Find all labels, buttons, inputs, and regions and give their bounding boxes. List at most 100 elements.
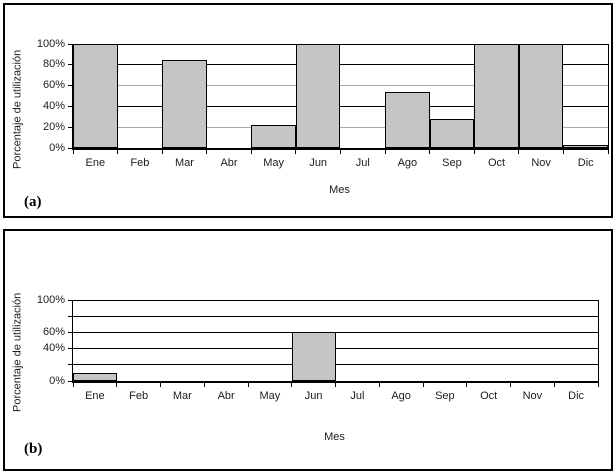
month-label-abr: Abr [220,157,238,169]
chart-panel-a: Porcentaje de utilización 0% 20% 40% 60% 80%… [3,3,613,218]
y-axis-tick [68,64,72,66]
x-axis-tick [116,383,118,387]
gridline-80 [73,64,608,66]
x-axis-tick [203,383,205,387]
y-axis-tick [68,147,72,149]
bar-nov [518,44,564,148]
month-label-ene: Ene [85,390,105,402]
ytick-label: 60% [42,325,65,338]
gridline-20 [73,126,608,128]
chart-panel-b: Porcentaje de utilización 0% 40% 60% 100% En… [3,229,613,471]
bar-jun [295,44,341,148]
plot-area-b: 0% 40% 60% 100% Ene Feb Mar Abr May Jun Jul Ago Sep O… [37,294,599,402]
plot-area-a: 0% 20% 40% 60% 80% 100% Ene Feb Mar Abr May Jun Jul A… [37,38,609,169]
y-axis-tick [68,380,72,382]
x-axis-tick [250,150,252,154]
y-axis-tick [68,126,72,128]
y-axis-tick [68,85,72,87]
month-label-may: May [263,157,284,169]
x-axis-title: Mes [324,431,345,443]
month-label-sep: Sep [442,157,462,169]
x-axis-tick [247,383,249,387]
month-label-jun: Jun [309,157,328,169]
month-label-jul: Jul [350,390,365,402]
y-axis-tick [68,43,72,45]
month-label-mar: Mar [174,157,194,169]
month-label-oct: Oct [480,390,498,402]
y-axis-tick [68,315,72,317]
ytick-label: 20% [42,120,65,133]
month-label-sep: Sep [435,390,455,402]
x-axis-tick [117,150,119,154]
month-label-ago: Ago [391,390,411,402]
x-axis-tick [553,383,555,387]
bar-ene [73,372,117,381]
x-axis-tick [384,150,386,154]
gridline-100 [73,299,598,301]
month-label-jul: Jul [355,157,370,169]
y-axis-tick [68,299,72,301]
ytick-label: 60% [42,79,65,92]
month-label-dic: Dic [577,157,594,169]
gridline-40 [73,105,608,107]
y-axis-tick [68,364,72,366]
month-label-dic: Dic [568,390,585,402]
x-axis-tick [473,150,475,154]
x-axis-tick [562,150,564,154]
gridline-80 [73,315,598,317]
x-axis-tick [161,150,163,154]
month-label-oct: Oct [487,157,506,169]
y-axis-tick [68,348,72,350]
x-axis-tick [295,150,297,154]
x-axis-tick [510,383,511,387]
ytick-label: 100% [36,293,65,306]
x-axis-tick [607,150,609,154]
x-axis-tick [206,150,208,154]
x-axis-tick [518,150,520,154]
month-label-nov: Nov [522,390,543,402]
month-label-nov: Nov [531,157,551,169]
bar-may [251,125,296,148]
x-axis-tick [422,383,424,387]
x-axis-tick [466,383,468,387]
x-axis-tick [72,150,74,154]
bar-mar [162,59,207,148]
ytick-label: 0% [49,141,65,154]
bar-jun [291,332,336,381]
x-axis-tick [160,383,161,387]
bar-sep [429,118,475,148]
x-axis-tick [335,383,336,387]
gridline-40 [73,348,598,350]
x-axis-tick [429,150,431,154]
month-label-may: May [259,390,281,402]
month-label-abr: Abr [217,390,235,402]
y-axis-tick [68,105,72,107]
panel-label-a: (a) [24,194,42,210]
ytick-label: 40% [42,342,65,355]
gridline-100 [73,43,608,45]
ytick-label: 0% [49,374,65,387]
month-label-feb: Feb [129,390,149,402]
x-axis-title: Mes [329,184,350,196]
bar-ago [385,91,430,148]
bar-dic [563,145,608,148]
y-axis-tick [68,331,72,333]
month-label-jun: Jun [304,390,323,402]
bar-oct [474,44,519,148]
ytick-label: 100% [36,37,65,50]
gridline-60 [73,331,598,333]
x-axis-tick [597,383,599,387]
bar-ene [73,44,118,148]
ytick-label: 40% [42,99,65,112]
panel-label-b: (b) [24,441,43,457]
x-axis-tick [378,383,380,387]
month-label-feb: Feb [130,157,150,169]
month-label-ene: Ene [85,157,106,169]
x-axis-tick [340,150,341,154]
gridline-60 [73,85,608,87]
month-label-ago: Ago [397,157,418,169]
gridline-20 [73,364,598,366]
x-axis-tick [291,383,293,387]
ytick-label: 80% [42,58,65,71]
